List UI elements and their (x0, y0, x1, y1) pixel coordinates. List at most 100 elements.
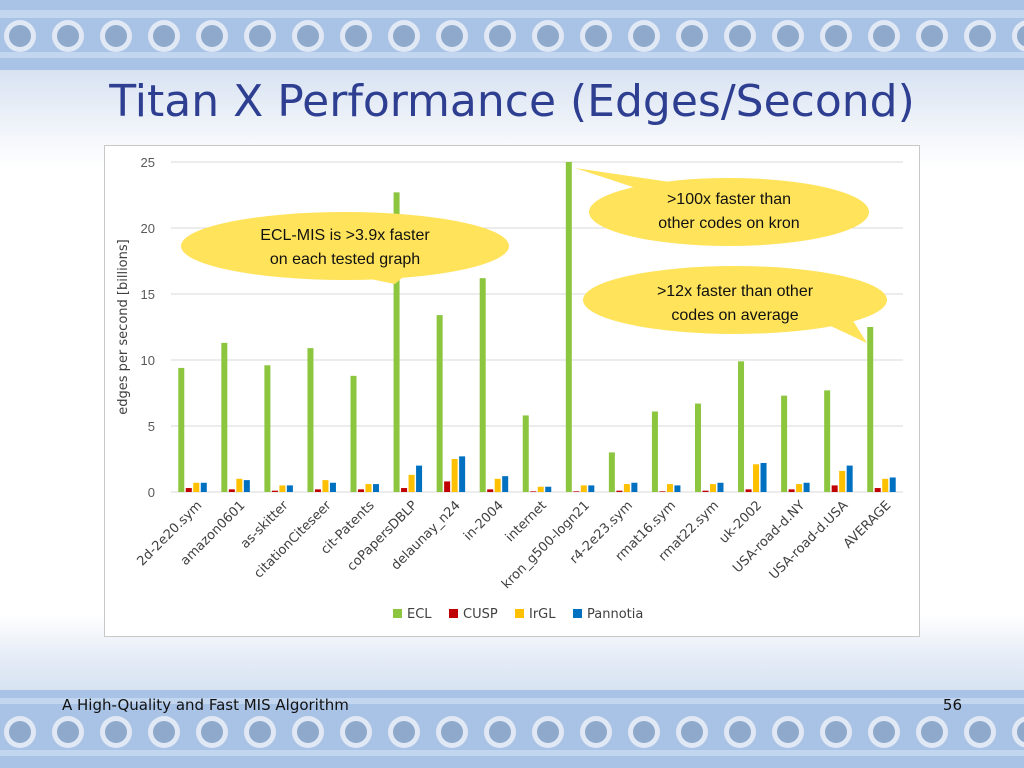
callout-bubble (589, 178, 869, 246)
bar-ecl-7 (479, 278, 486, 492)
board-hole (489, 721, 511, 743)
bar-pannotia-14 (803, 482, 810, 492)
bar-cusp-2 (271, 490, 278, 492)
bar-cusp-1 (228, 489, 235, 492)
bar-cusp-6 (444, 481, 451, 492)
board-hole (393, 25, 415, 47)
board-hole (345, 721, 367, 743)
bar-pannotia-13 (760, 462, 767, 492)
x-tick-label: USA-road-d.USA (767, 498, 852, 583)
board-hole (105, 721, 127, 743)
bar-ecl-1 (221, 342, 228, 492)
bar-pannotia-11 (674, 485, 681, 492)
bar-ecl-11 (651, 411, 658, 492)
bar-pannotia-0 (200, 482, 207, 492)
bar-irgl-12 (709, 484, 716, 492)
bar-ecl-14 (781, 395, 788, 492)
bar-cusp-16 (874, 488, 881, 492)
board-hole (729, 721, 751, 743)
circuit-board-top (0, 0, 1024, 70)
bar-ecl-12 (694, 403, 701, 492)
bar-pannotia-6 (459, 456, 466, 492)
board-hole (969, 25, 991, 47)
bar-pannotia-15 (846, 465, 853, 492)
board-hole (681, 721, 703, 743)
board-hole (105, 25, 127, 47)
legend-swatch-pannotia (573, 609, 582, 618)
bar-irgl-8 (537, 486, 544, 492)
callout-bubble (181, 212, 509, 280)
legend-label-pannotia: Pannotia (587, 607, 643, 622)
board-hole (393, 721, 415, 743)
y-axis-label: edges per second [billions] (116, 239, 131, 414)
board-hole (249, 25, 271, 47)
y-tick-label: 5 (148, 419, 155, 434)
bar-pannotia-3 (329, 482, 336, 492)
bar-cusp-5 (401, 488, 408, 492)
legend-label-ecl: ECL (407, 607, 432, 622)
x-tick-label: citationCiteseer (251, 498, 335, 582)
board-hole (441, 721, 463, 743)
bar-pannotia-2 (286, 485, 293, 492)
bar-cusp-4 (358, 489, 365, 492)
board-hole (729, 25, 751, 47)
bar-cusp-0 (185, 488, 192, 492)
bar-irgl-4 (365, 484, 372, 492)
board-hole (777, 721, 799, 743)
y-tick-label: 20 (141, 221, 155, 236)
board-hole (921, 721, 943, 743)
bar-cusp-12 (702, 490, 709, 492)
bar-pannotia-5 (416, 465, 423, 492)
board-hole (873, 25, 895, 47)
legend-swatch-cusp (449, 609, 458, 618)
bar-cusp-8 (530, 491, 537, 492)
x-tick-label: AVERAGE (841, 498, 894, 551)
board-hole (57, 25, 79, 47)
board-hole (777, 25, 799, 47)
callout-bubble (583, 266, 887, 334)
x-tick-label: in-2004 (461, 498, 507, 544)
board-hole (585, 25, 607, 47)
callout-text: >12x faster than other (657, 283, 814, 300)
bar-ecl-16 (867, 327, 874, 492)
board-hole (1017, 25, 1024, 47)
board-hole (537, 721, 559, 743)
callout-text: codes on average (671, 307, 798, 324)
slide-number: 56 (942, 696, 962, 714)
bar-irgl-11 (666, 484, 673, 492)
chart-panel: 0 5 10 15 20 25 edges per second [billions] 2d-… (104, 145, 920, 637)
bar-ecl-6 (436, 315, 443, 492)
board-hole (585, 721, 607, 743)
y-tick-label: 25 (141, 155, 155, 170)
board-hole (9, 25, 31, 47)
board-hole (633, 721, 655, 743)
bar-irgl-16 (882, 478, 889, 492)
bar-pannotia-1 (243, 480, 250, 492)
legend-label-irgl: IrGL (529, 607, 556, 622)
callout-text: >100x faster than (667, 191, 791, 208)
board-hole (441, 25, 463, 47)
bar-irgl-14 (796, 484, 803, 492)
bar-pannotia-12 (717, 482, 724, 492)
bar-irgl-7 (494, 478, 501, 492)
bar-ecl-2 (264, 365, 271, 492)
legend-swatch-irgl (515, 609, 524, 618)
bar-pannotia-7 (502, 476, 509, 492)
y-tick-label: 0 (148, 485, 155, 500)
circuit-board-bottom (0, 690, 1024, 768)
bar-cusp-14 (788, 489, 795, 492)
bar-ecl-4 (350, 375, 357, 492)
bar-cusp-7 (487, 489, 494, 492)
board-hole (969, 721, 991, 743)
board-hole (345, 25, 367, 47)
legend-swatch-ecl (393, 609, 402, 618)
bar-irgl-5 (408, 474, 415, 492)
bar-ecl-15 (824, 390, 831, 492)
bar-irgl-3 (322, 480, 329, 492)
bar-ecl-5 (393, 192, 400, 493)
board-hole (297, 25, 319, 47)
bar-irgl-1 (236, 478, 243, 492)
slide-title: Titan X Performance (Edges/Second) (109, 76, 915, 127)
bar-irgl-15 (839, 470, 846, 492)
